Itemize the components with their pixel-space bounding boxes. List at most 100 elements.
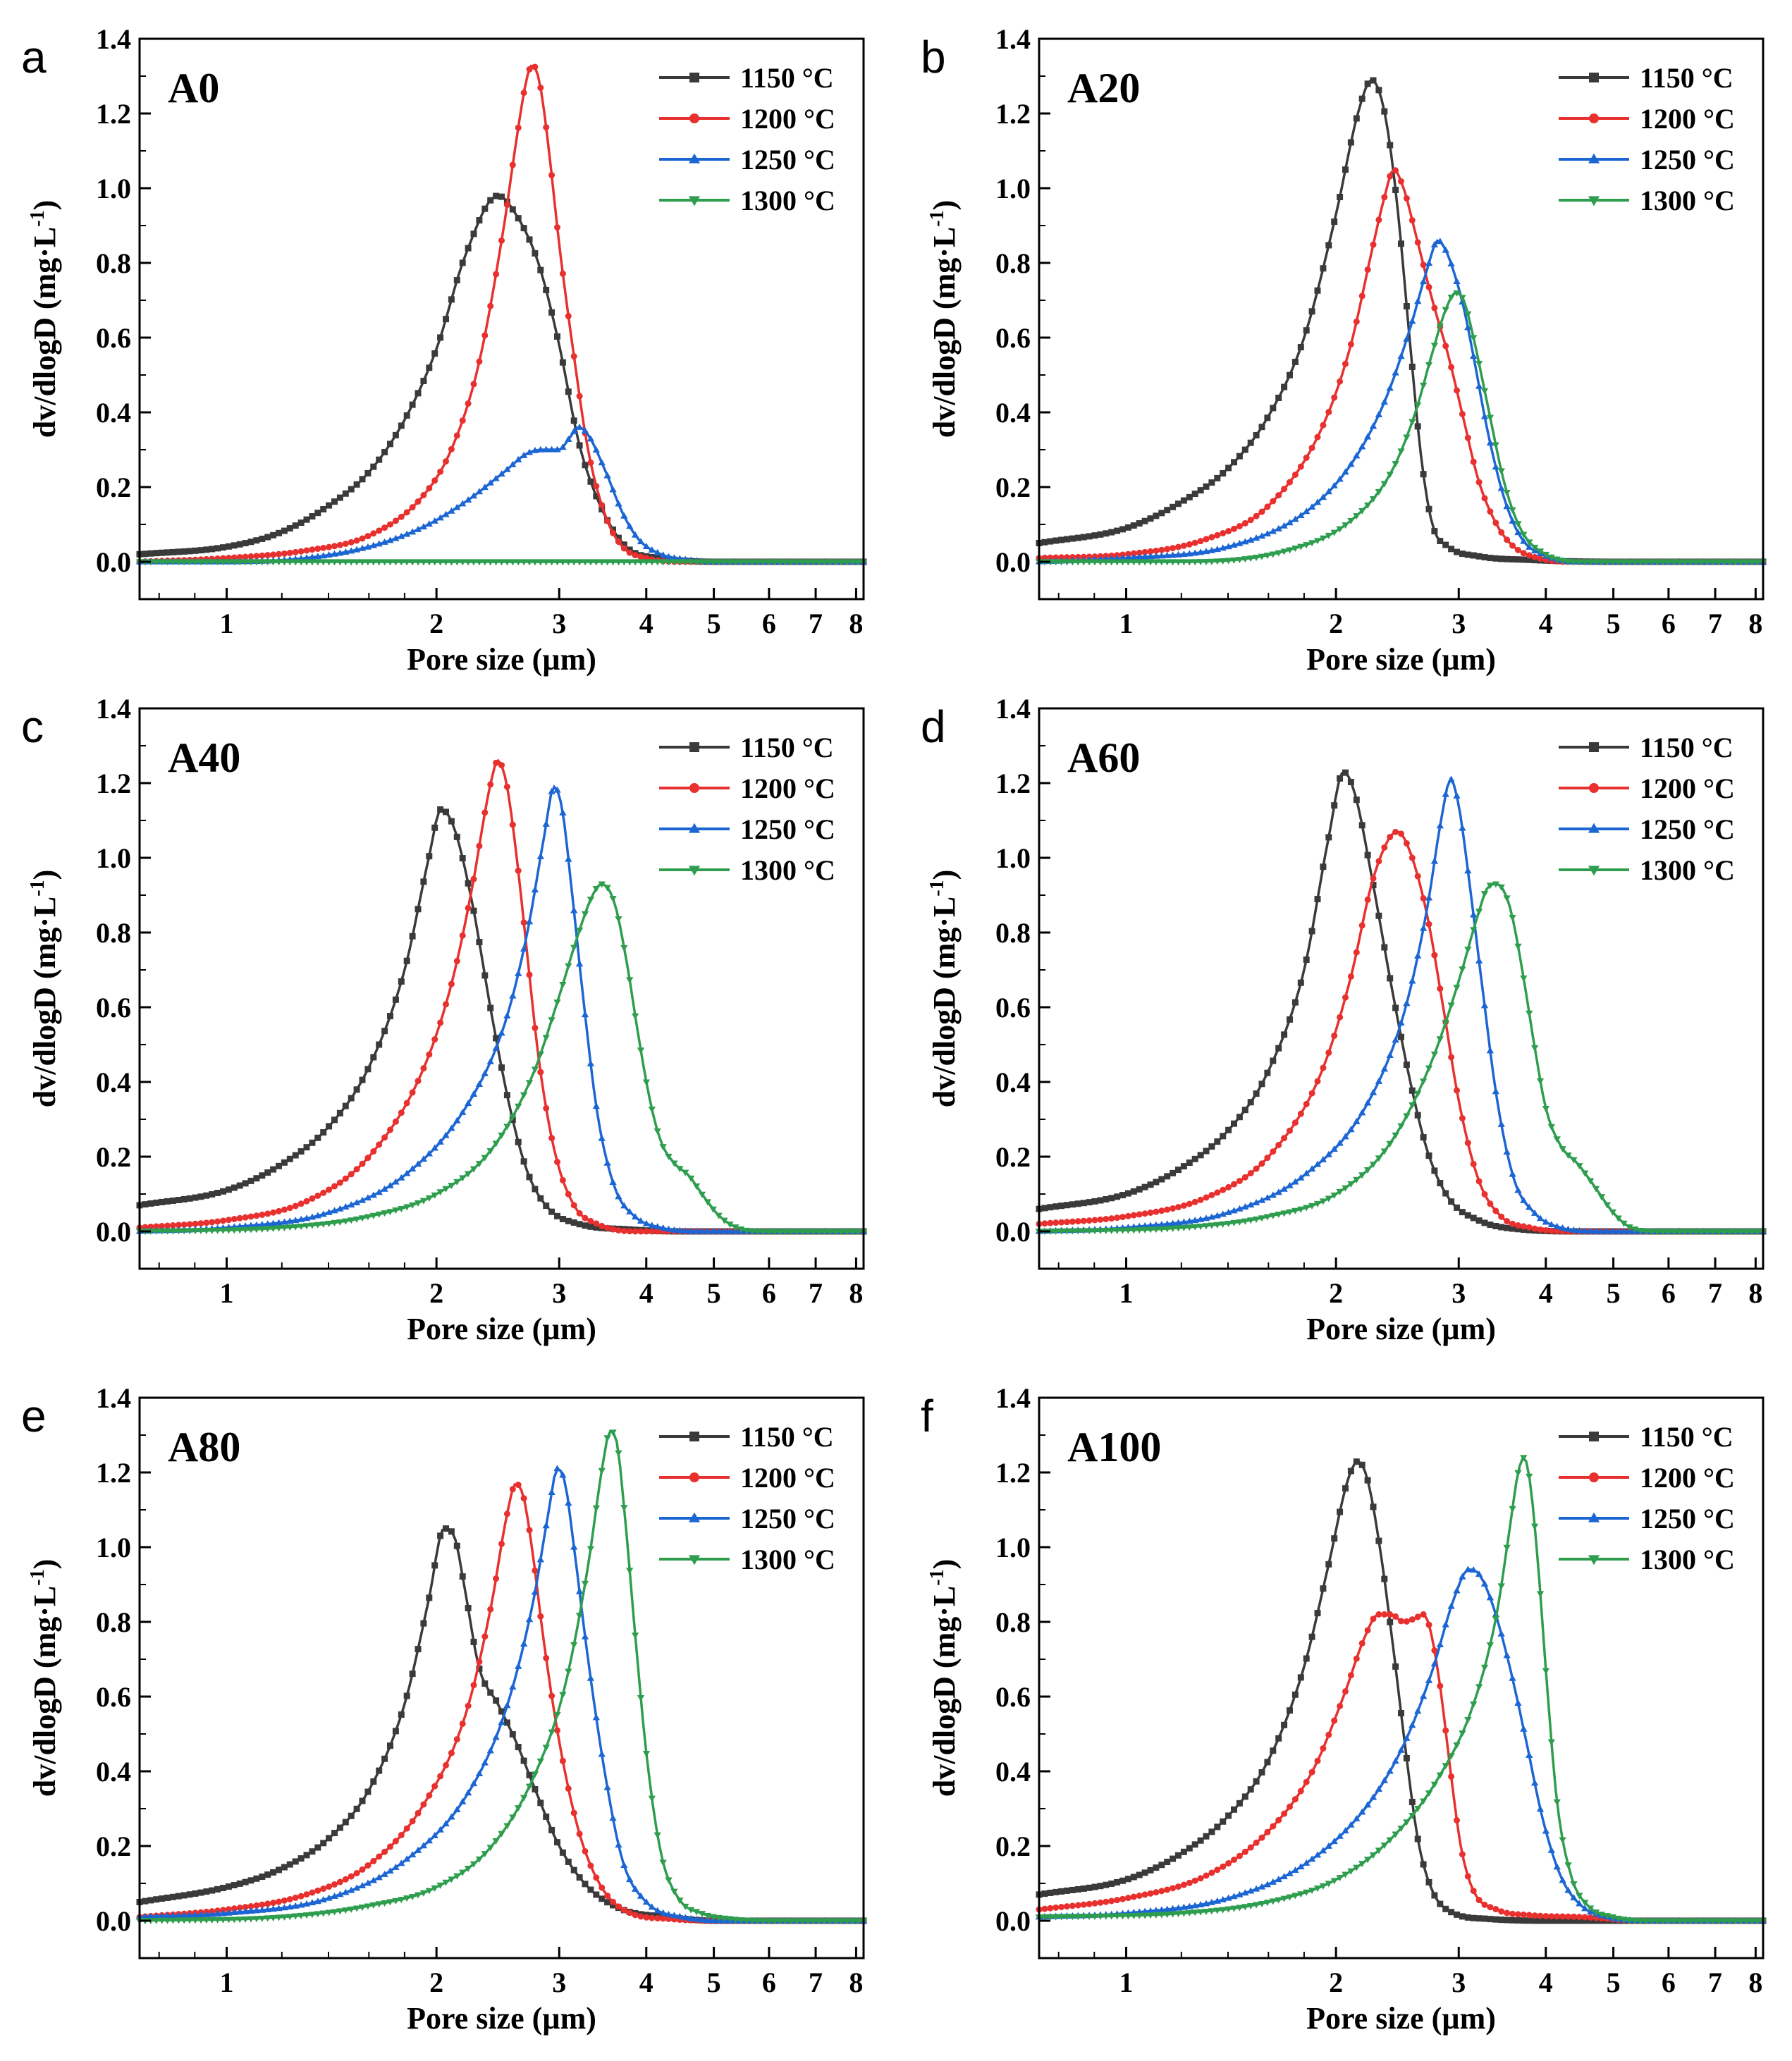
data-point [1626,1224,1633,1231]
data-point [1263,1900,1272,1907]
data-point [1080,559,1088,566]
data-point [1753,1918,1762,1925]
data-point [375,1874,383,1881]
data-point [1320,1064,1327,1071]
legend-marker [1589,742,1599,752]
x-tick-label: 7 [809,608,823,639]
data-point [670,559,678,566]
data-point [1459,1209,1466,1216]
data-point [1436,1036,1444,1043]
data-point [587,1674,595,1681]
data-point [1091,1913,1099,1920]
data-point [1381,194,1388,201]
data-point [475,1769,484,1776]
data-point [259,1172,266,1179]
data-point [476,217,483,224]
data-point [1570,559,1578,566]
data-point [1409,1721,1416,1728]
data-point [1263,1194,1272,1201]
data-point [1681,1918,1689,1925]
data-point [615,1903,622,1910]
data-point [437,1019,444,1026]
data-point [308,1912,317,1919]
data-point [236,559,244,566]
data-point [1342,468,1349,475]
data-point [364,533,372,540]
data-point [459,1175,467,1182]
data-point [1464,1716,1472,1723]
data-point [787,1229,795,1236]
data-point [1559,558,1566,565]
data-point [1353,949,1360,956]
data-point [1270,1148,1277,1155]
data-point [214,559,221,566]
data-point [1504,1224,1511,1231]
data-point [659,1909,667,1916]
data-point [1241,556,1249,563]
data-point [1053,1203,1060,1210]
data-point [1509,555,1516,562]
data-point [297,1200,305,1207]
data-point [592,1505,600,1512]
data-point [141,1912,149,1919]
data-point [331,1207,338,1214]
y-axis-title-close: ) [927,200,962,211]
data-point [448,1749,455,1757]
data-point [414,1160,422,1167]
data-point [1170,1885,1177,1892]
data-point [1425,1621,1432,1628]
data-point [548,445,556,453]
data-point [220,1217,226,1224]
data-point [515,867,522,874]
data-point [164,1228,171,1235]
data-point [515,455,522,462]
data-point [1637,559,1645,566]
data-point [1146,1222,1155,1229]
data-point [1626,1227,1633,1234]
data-point [348,1095,355,1102]
data-point [1252,1199,1260,1206]
data-point [1236,1890,1244,1897]
data-point [832,559,840,566]
legend-item: 1250 °C [659,144,835,176]
data-point [258,1906,266,1913]
data-point [197,1220,204,1227]
data-point [1241,1904,1249,1911]
data-point [242,1214,249,1221]
data-point [1487,555,1494,562]
data-point [1130,1893,1137,1900]
data-point [498,193,505,200]
data-point [302,1214,311,1222]
data-point [1431,1892,1438,1899]
data-point [203,1192,210,1199]
legend-marker [1589,113,1599,123]
data-point [509,821,516,828]
data-point [1464,551,1471,558]
data-point [408,1202,417,1209]
data-point [375,1211,383,1218]
data-point [214,1885,221,1893]
data-point [542,1745,550,1752]
data-point [687,1175,695,1182]
data-point [308,553,317,560]
data-point [1158,1226,1165,1233]
data-point [1392,1831,1399,1838]
data-point [1498,1224,1505,1231]
data-point [180,548,188,555]
data-point [359,1160,366,1167]
data-point [559,1692,567,1699]
data-point [253,1902,260,1909]
data-point [1570,1913,1577,1920]
data-point [1448,1054,1455,1061]
data-point [1230,541,1238,548]
data-point [209,1191,216,1198]
data-point [559,559,567,566]
data-point [603,1159,611,1166]
data-point [570,906,578,913]
data-point [269,1914,277,1921]
data-point [403,1100,410,1107]
data-point [219,1917,227,1924]
data-point [1464,1565,1472,1573]
legend-label: 1300 °C [740,1544,835,1575]
